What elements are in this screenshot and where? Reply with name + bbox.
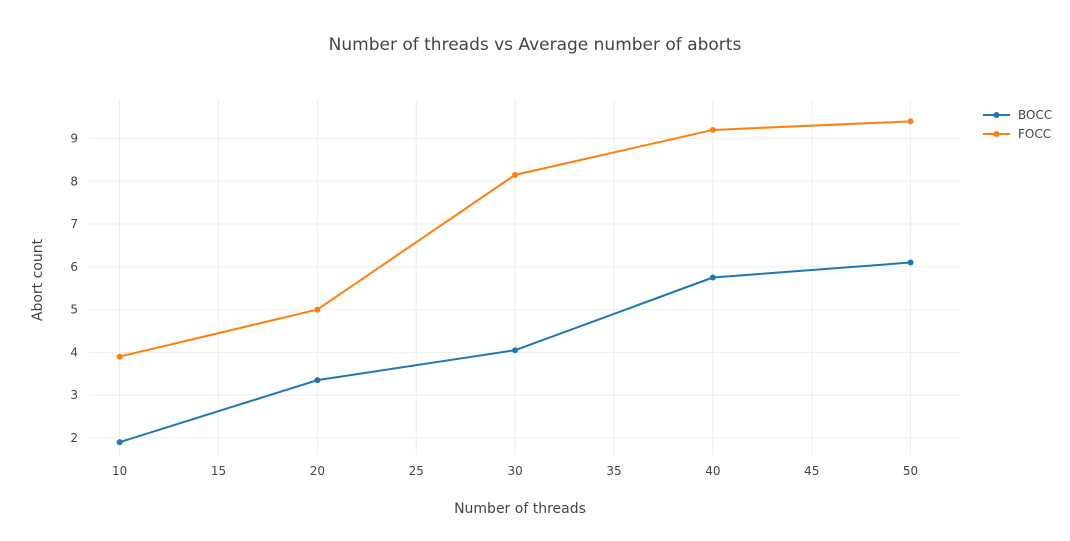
- series-focc: [116, 118, 914, 360]
- legend[interactable]: BOCC FOCC: [983, 108, 1052, 141]
- data-point-bocc[interactable]: [709, 274, 716, 281]
- y-tick-label: 2: [70, 431, 78, 445]
- legend-label: FOCC: [1018, 127, 1051, 141]
- data-point-focc[interactable]: [709, 126, 716, 133]
- data-point-focc[interactable]: [512, 171, 519, 178]
- x-tick-label: 45: [804, 464, 819, 478]
- x-tick-label: 30: [507, 464, 522, 478]
- y-axis-title: Abort count: [30, 238, 46, 321]
- series-layer: [116, 118, 914, 446]
- x-axis-title: Number of threads: [454, 501, 586, 517]
- x-tick-label: 15: [211, 464, 226, 478]
- y-tick-label: 7: [70, 217, 78, 231]
- legend-swatch-marker: [993, 112, 1000, 118]
- data-point-focc[interactable]: [116, 353, 123, 360]
- y-tick-label: 3: [70, 388, 78, 402]
- legend-item-focc[interactable]: FOCC: [983, 127, 1051, 141]
- legend-label: BOCC: [1018, 108, 1052, 122]
- data-point-focc[interactable]: [907, 118, 914, 125]
- data-point-focc[interactable]: [314, 306, 321, 313]
- series-bocc: [116, 259, 914, 446]
- x-tick-label: 40: [705, 464, 720, 478]
- x-tick-label: 20: [310, 464, 325, 478]
- x-axis-ticks: 10 15 20 25 30 35 40 45 50: [112, 464, 918, 478]
- data-point-bocc[interactable]: [314, 377, 321, 384]
- y-axis-ticks: 2 3 4 5 6 7 8 9: [70, 131, 78, 444]
- y-tick-label: 5: [70, 303, 78, 317]
- data-point-bocc[interactable]: [907, 259, 914, 266]
- x-tick-label: 10: [112, 464, 127, 478]
- chart-title: Number of threads vs Average number of a…: [329, 35, 742, 55]
- legend-swatch-marker: [993, 131, 1000, 137]
- data-point-bocc[interactable]: [116, 439, 123, 446]
- x-tick-label: 35: [606, 464, 621, 478]
- y-tick-label: 8: [70, 174, 78, 188]
- x-tick-label: 50: [903, 464, 918, 478]
- y-tick-label: 9: [70, 131, 78, 145]
- y-tick-label: 4: [70, 345, 78, 359]
- legend-item-bocc[interactable]: BOCC: [983, 108, 1052, 122]
- data-point-bocc[interactable]: [512, 347, 519, 354]
- x-tick-label: 25: [409, 464, 424, 478]
- grid: [90, 100, 960, 455]
- y-tick-label: 6: [70, 260, 78, 274]
